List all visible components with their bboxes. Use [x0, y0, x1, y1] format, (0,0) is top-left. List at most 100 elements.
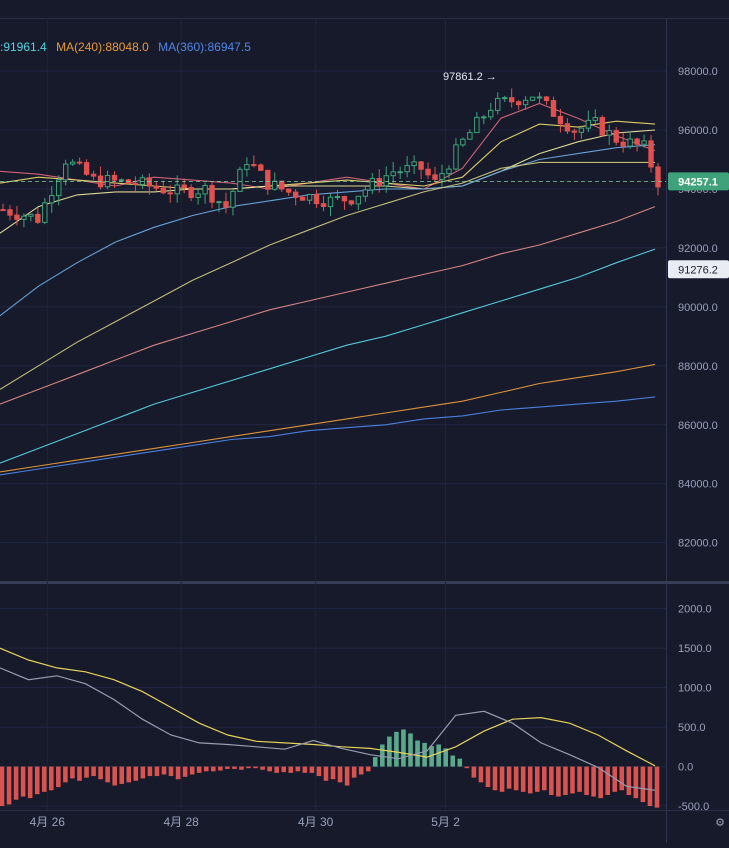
candle-up[interactable]: [237, 168, 243, 192]
candle-down[interactable]: [83, 162, 90, 175]
candle-up[interactable]: [355, 195, 362, 205]
candle-down[interactable]: [508, 97, 515, 103]
candle-down[interactable]: [634, 138, 640, 145]
candle-up[interactable]: [495, 97, 501, 111]
candle-down[interactable]: [160, 187, 166, 194]
candle-down[interactable]: [7, 209, 13, 216]
candle-up[interactable]: [453, 144, 459, 170]
candle-up[interactable]: [63, 163, 69, 181]
candle-down[interactable]: [76, 161, 83, 164]
candle-up[interactable]: [502, 97, 508, 100]
candle-down[interactable]: [181, 184, 187, 189]
candle-down[interactable]: [153, 185, 159, 189]
candle-down[interactable]: [376, 178, 382, 187]
candle-up[interactable]: [69, 161, 76, 165]
candle-up[interactable]: [42, 202, 48, 223]
candle-up[interactable]: [118, 179, 125, 182]
candle-down[interactable]: [320, 203, 327, 208]
candle-down[interactable]: [543, 96, 550, 102]
candle-down[interactable]: [188, 187, 194, 198]
candle-down[interactable]: [564, 123, 571, 132]
candle-down[interactable]: [251, 164, 257, 167]
candle-up[interactable]: [578, 127, 585, 133]
histogram-bar-negative: [520, 766, 526, 792]
candle-up[interactable]: [21, 215, 27, 220]
candle-up[interactable]: [397, 171, 403, 174]
candle-down[interactable]: [648, 140, 654, 168]
candle-up[interactable]: [306, 194, 313, 201]
candle-up[interactable]: [522, 99, 529, 106]
candle-up[interactable]: [404, 165, 410, 173]
candle-up[interactable]: [439, 173, 445, 180]
candle-down[interactable]: [571, 130, 578, 133]
candle-up[interactable]: [244, 164, 250, 170]
candle-up[interactable]: [606, 130, 612, 136]
candle-up[interactable]: [327, 196, 334, 208]
candle-up[interactable]: [174, 184, 180, 195]
candle-down[interactable]: [425, 168, 431, 176]
candle-down[interactable]: [550, 100, 557, 117]
histogram-bar-negative: [591, 766, 596, 797]
candle-down[interactable]: [418, 161, 424, 170]
candle-down[interactable]: [557, 115, 564, 125]
candle-down[interactable]: [299, 196, 306, 201]
candle-up[interactable]: [216, 201, 222, 204]
candle-down[interactable]: [223, 201, 229, 208]
candle-up[interactable]: [481, 116, 487, 119]
candle-down[interactable]: [599, 117, 605, 136]
candle-up[interactable]: [460, 138, 466, 146]
candle-down[interactable]: [292, 191, 299, 198]
candle-up[interactable]: [585, 119, 592, 129]
candle-down[interactable]: [0, 209, 6, 212]
pane-separator[interactable]: [0, 581, 729, 584]
ma-price-badge[interactable]: [668, 260, 729, 279]
candle-up[interactable]: [411, 161, 417, 167]
candle-up[interactable]: [334, 196, 341, 199]
candle-up[interactable]: [56, 179, 62, 197]
candle-up[interactable]: [529, 96, 536, 101]
candle-up[interactable]: [627, 138, 633, 147]
last-price-badge[interactable]: [668, 172, 729, 191]
candle-up[interactable]: [488, 109, 494, 118]
candle-down[interactable]: [258, 164, 264, 171]
candle-down[interactable]: [285, 188, 292, 193]
candle-down[interactable]: [111, 174, 118, 181]
candle-down[interactable]: [14, 214, 20, 220]
candle-up[interactable]: [195, 193, 201, 198]
candle-down[interactable]: [265, 169, 271, 190]
candle-up[interactable]: [641, 140, 647, 145]
candle-down[interactable]: [167, 192, 173, 195]
candle-up[interactable]: [446, 168, 452, 175]
candle-up[interactable]: [28, 213, 34, 217]
candle-down[interactable]: [620, 141, 626, 147]
histogram-bar-negative: [492, 766, 498, 791]
candle-down[interactable]: [432, 174, 438, 180]
candle-up[interactable]: [272, 180, 278, 190]
candle-down[interactable]: [313, 194, 320, 205]
candle-down[interactable]: [341, 196, 348, 202]
candle-down[interactable]: [515, 101, 522, 106]
candle-up[interactable]: [49, 195, 55, 204]
candle-up[interactable]: [536, 96, 543, 99]
candle-down[interactable]: [655, 166, 661, 188]
candle-up[interactable]: [592, 117, 598, 121]
candle-down[interactable]: [35, 213, 41, 223]
candle-up[interactable]: [383, 175, 389, 187]
candle-up[interactable]: [202, 184, 208, 195]
candle-down[interactable]: [146, 177, 153, 187]
candle-down[interactable]: [209, 184, 215, 203]
candle-up[interactable]: [362, 189, 369, 197]
candle-up[interactable]: [467, 132, 473, 140]
candle-up[interactable]: [390, 171, 396, 177]
candle-down[interactable]: [348, 200, 355, 205]
candle-down[interactable]: [279, 180, 285, 190]
candle-up[interactable]: [474, 116, 480, 134]
candle-up[interactable]: [369, 178, 376, 191]
candle-down[interactable]: [90, 173, 97, 177]
settings-icon[interactable]: ⚙: [715, 817, 725, 829]
candle-down[interactable]: [132, 182, 139, 185]
candle-down[interactable]: [613, 130, 619, 143]
candle-up[interactable]: [230, 190, 236, 208]
